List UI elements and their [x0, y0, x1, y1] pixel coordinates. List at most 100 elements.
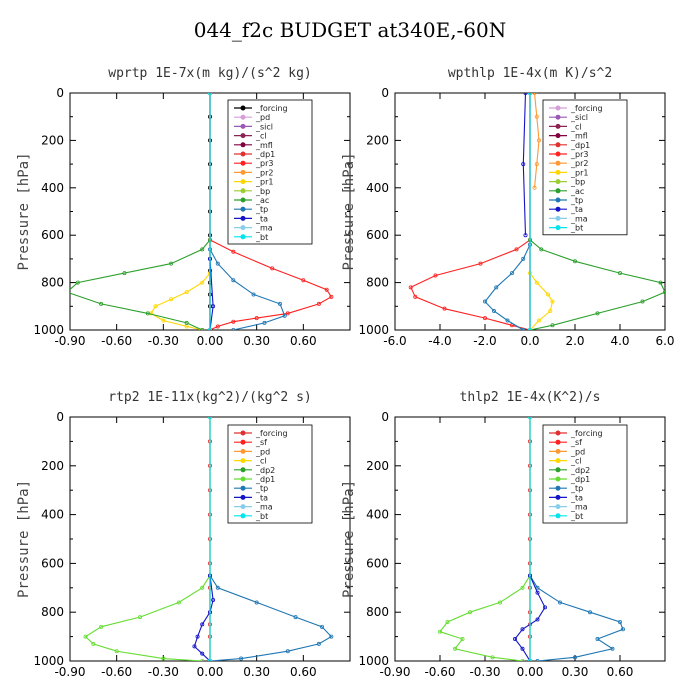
legend-marker: [240, 105, 246, 111]
data-point: [211, 597, 216, 602]
data-point: [532, 185, 537, 190]
legend-marker: [555, 114, 561, 120]
data-point: [534, 162, 539, 167]
data-point: [433, 273, 438, 278]
legend-marker: [240, 123, 246, 129]
data-point: [200, 247, 205, 252]
y-tick-label: 600: [41, 556, 64, 570]
x-tick-label: -0.60: [424, 665, 455, 679]
x-tick-label: 0.00: [197, 665, 224, 679]
data-point: [521, 256, 526, 261]
x-tick-label: 0.00: [517, 665, 544, 679]
legend-label: _cl: [255, 132, 267, 141]
legend-marker: [555, 458, 561, 464]
series-line-dp1: [84, 575, 211, 661]
data-point: [316, 641, 321, 646]
data-point: [617, 271, 622, 276]
data-point: [254, 316, 259, 321]
y-tick-label: 0: [56, 410, 64, 424]
data-point: [277, 301, 282, 306]
data-point: [319, 624, 324, 629]
data-point: [640, 299, 645, 304]
data-point: [550, 323, 555, 328]
y-tick-label: 400: [366, 181, 389, 195]
data-point: [536, 318, 541, 323]
legend-marker: [555, 225, 561, 231]
y-tick-label: 0: [56, 86, 64, 100]
legend-marker: [555, 430, 561, 436]
y-tick-label: 400: [366, 508, 389, 522]
y-axis-label: Pressure [hPa]: [16, 152, 32, 270]
data-point: [442, 306, 447, 311]
panel-title: thlp2 1E-4x(K^2)/s: [460, 390, 601, 405]
y-tick-label: 800: [366, 276, 389, 290]
series-line-ac: [70, 239, 211, 330]
data-point: [122, 271, 127, 276]
x-tick-label: -0.30: [469, 665, 500, 679]
legend-marker: [555, 123, 561, 129]
data-point: [572, 655, 577, 660]
x-tick-label: -0.90: [54, 665, 85, 679]
series-line-tp: [209, 249, 286, 330]
legend-marker: [240, 179, 246, 185]
y-tick-label: 0: [381, 410, 389, 424]
legend-marker: [240, 458, 246, 464]
legend-label: _dp1: [570, 141, 590, 150]
data-point: [535, 617, 540, 622]
data-point: [231, 278, 236, 283]
data-point: [491, 309, 496, 314]
x-tick-label: -2.0: [473, 334, 496, 348]
legend-marker: [240, 476, 246, 482]
legend-marker: [555, 133, 561, 139]
data-point: [548, 309, 553, 314]
legend: _forcing_pd_sicl_cl_mfl_dp1_pr3_pr2_pr1_…: [227, 99, 313, 245]
data-point: [200, 622, 205, 627]
data-point: [521, 162, 526, 167]
legend: _forcing_sf_pd_cl_dp2_dp1_tp_ta_ma_bt: [227, 424, 313, 524]
legend: _forcing_sicl_cl_mfl_dp1_pr3_pr2_pr1_bp_…: [542, 99, 628, 236]
legend-label: _pd: [570, 447, 585, 456]
legend-marker: [240, 504, 246, 510]
legend-label: _tp: [570, 196, 583, 205]
legend-marker: [240, 494, 246, 500]
data-point: [270, 266, 275, 271]
legend-label: _bp: [570, 178, 585, 187]
x-tick-label: -4.0: [428, 334, 451, 348]
series-group: [83, 417, 334, 661]
data-point: [184, 290, 189, 295]
data-point: [490, 655, 495, 660]
y-tick-label: 200: [41, 459, 64, 473]
series-line-pr3: [209, 239, 333, 330]
legend-marker: [240, 188, 246, 194]
legend-marker: [555, 197, 561, 203]
data-point: [282, 313, 287, 318]
legend-marker: [555, 439, 561, 445]
legend-marker: [240, 151, 246, 157]
data-point: [557, 600, 562, 605]
legend-marker: [240, 215, 246, 221]
legend-marker: [240, 467, 246, 473]
data-point: [658, 280, 663, 285]
data-point: [200, 651, 205, 656]
data-point: [536, 138, 541, 143]
wprtp-panel: wprtp 1E-7x(m kg)/(s^2 kg) Pressure [hPa]…: [16, 66, 351, 348]
x-tick-label: 0.00: [197, 334, 224, 348]
legend-marker: [555, 160, 561, 166]
data-point: [523, 233, 528, 238]
legend-marker: [240, 169, 246, 175]
legend-marker: [555, 513, 561, 519]
data-point: [145, 311, 150, 316]
data-point: [539, 247, 544, 252]
data-point: [329, 294, 334, 299]
data-point: [215, 585, 220, 590]
data-point: [161, 318, 166, 323]
data-point: [215, 324, 220, 329]
data-point: [208, 659, 212, 661]
legend-label: _cl: [570, 457, 582, 466]
data-point: [438, 629, 443, 634]
legend-label: _pd: [255, 447, 270, 456]
legend-label: _pd: [255, 113, 270, 122]
data-point: [65, 290, 68, 293]
data-point: [99, 624, 104, 629]
legend-label: _pr2: [255, 168, 273, 177]
